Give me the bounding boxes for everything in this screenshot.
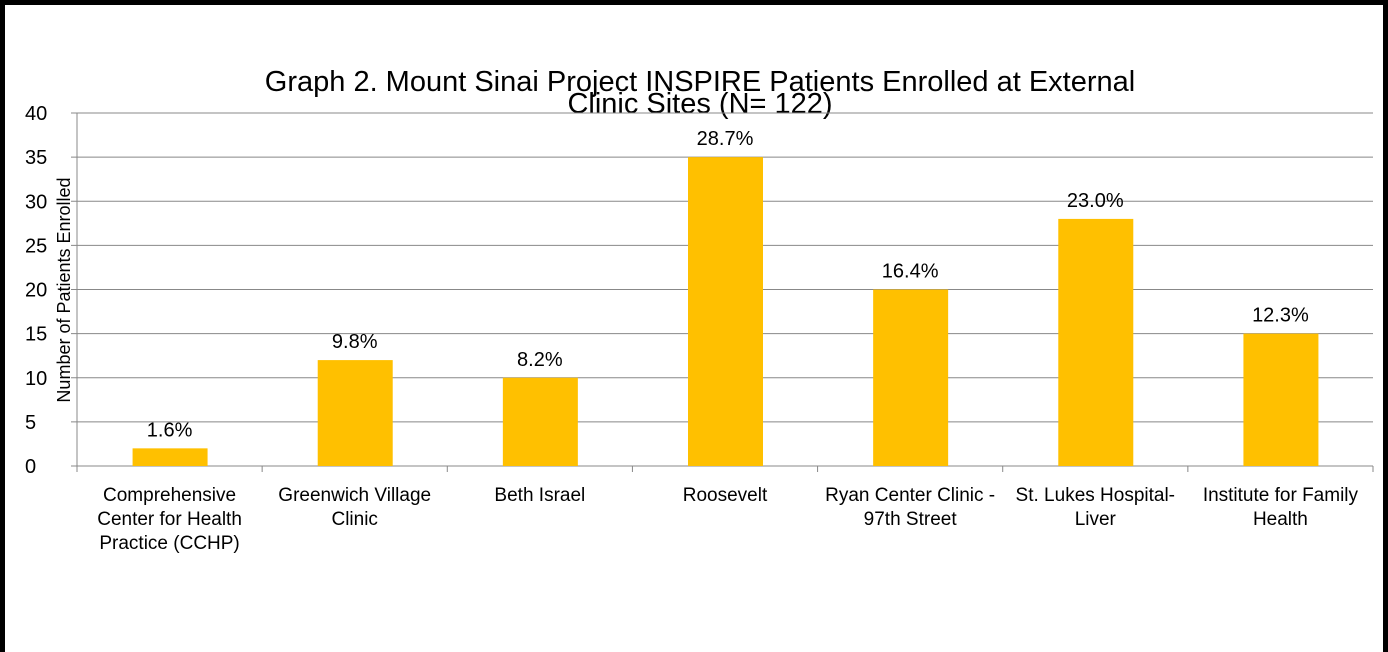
bar bbox=[317, 360, 393, 466]
data-label: 1.6% bbox=[147, 419, 193, 441]
x-tick-label: Roosevelt bbox=[682, 485, 768, 506]
data-label: 9.8% bbox=[332, 331, 378, 353]
y-tick-label: 40 bbox=[25, 103, 47, 125]
x-tick-label: Ryan Center Clinic - 97th Street bbox=[825, 485, 996, 530]
y-tick-label: 35 bbox=[25, 147, 47, 169]
y-tick-label: 15 bbox=[25, 324, 47, 346]
y-tick-label: 5 bbox=[25, 412, 36, 434]
x-tick-label: Comprehensive Center for Health Practice… bbox=[97, 485, 242, 554]
x-tick-label: St. Lukes Hospital- Liver bbox=[1015, 485, 1176, 530]
y-tick-label: 30 bbox=[25, 191, 47, 213]
data-label: 23.0% bbox=[1067, 190, 1124, 212]
x-tick-label: Beth Israel bbox=[494, 485, 586, 506]
chart-title: Clinic Sites (N= 122) bbox=[567, 88, 832, 120]
bar bbox=[1058, 218, 1134, 466]
bar bbox=[873, 289, 949, 466]
data-label: 12.3% bbox=[1252, 305, 1309, 327]
bar bbox=[1243, 333, 1319, 466]
bar bbox=[132, 448, 208, 466]
data-label: 8.2% bbox=[517, 349, 563, 371]
bar bbox=[688, 157, 763, 466]
y-tick-label: 0 bbox=[25, 456, 36, 478]
x-tick-label: Greenwich Village Clinic bbox=[278, 485, 432, 530]
x-tick-label: Institute for Family Health bbox=[1202, 485, 1359, 530]
y-axis-title: Number of Patients Enrolled bbox=[54, 177, 74, 402]
y-tick-label: 10 bbox=[25, 368, 47, 390]
y-tick-label: 20 bbox=[25, 280, 47, 302]
data-label: 16.4% bbox=[882, 261, 939, 283]
chart-title: Graph 2. Mount Sinai Project INSPIRE Pat… bbox=[265, 66, 1135, 98]
y-tick-label: 25 bbox=[25, 235, 47, 257]
data-label: 28.7% bbox=[697, 128, 754, 150]
bar bbox=[502, 377, 578, 466]
